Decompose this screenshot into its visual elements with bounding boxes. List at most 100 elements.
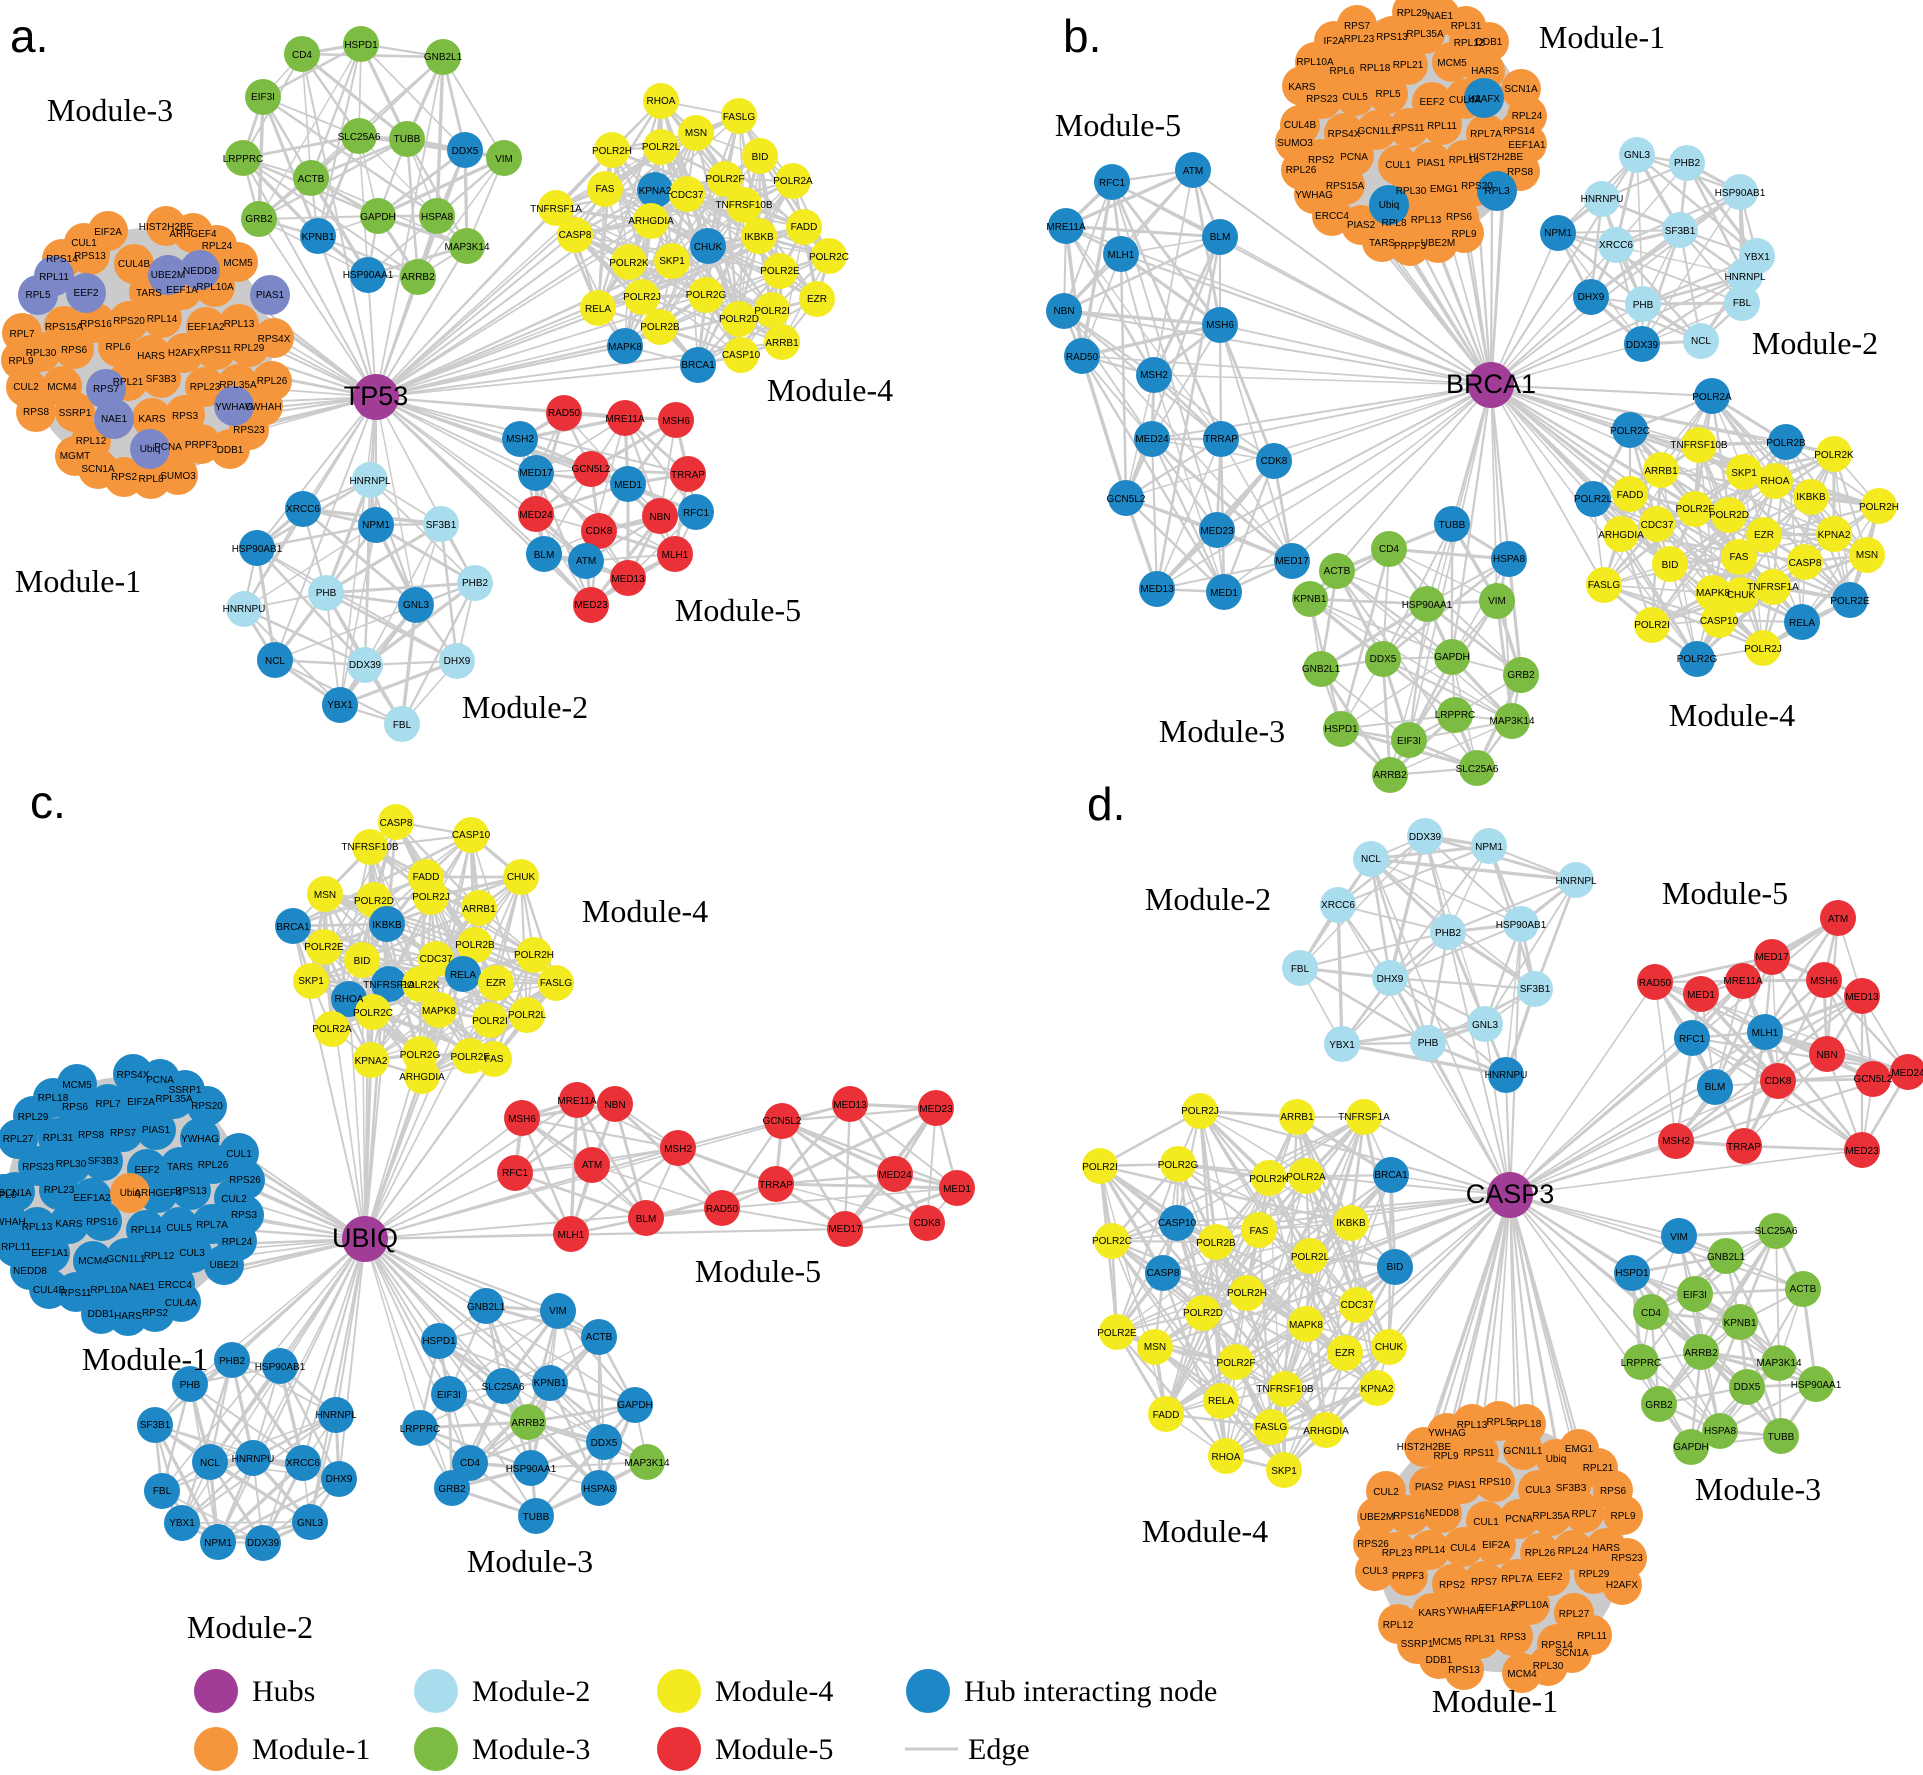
- svg-text:HNRNPL: HNRNPL: [1555, 876, 1597, 887]
- svg-text:POLR2B: POLR2B: [455, 940, 495, 951]
- svg-text:CD4: CD4: [292, 50, 312, 61]
- svg-text:RPL13: RPL13: [1411, 215, 1442, 226]
- svg-text:PCNA: PCNA: [154, 442, 182, 453]
- svg-text:RELA: RELA: [1789, 618, 1815, 629]
- svg-text:HNRNPL: HNRNPL: [349, 476, 391, 487]
- svg-text:MSN: MSN: [1144, 1342, 1166, 1353]
- svg-text:PCNA: PCNA: [146, 1075, 174, 1086]
- svg-text:CASP8: CASP8: [380, 818, 413, 829]
- svg-text:RPS11: RPS11: [1464, 1448, 1495, 1459]
- svg-text:YBX1: YBX1: [327, 700, 353, 711]
- svg-text:CUL4A: CUL4A: [165, 1298, 198, 1309]
- svg-text:Module-3: Module-3: [472, 1733, 590, 1766]
- svg-text:ACTB: ACTB: [298, 174, 325, 185]
- svg-text:KARS: KARS: [55, 1219, 83, 1230]
- svg-text:HIST2H2BE: HIST2H2BE: [139, 222, 194, 233]
- svg-text:Ubiq: Ubiq: [140, 444, 161, 455]
- svg-text:Module-1: Module-1: [1432, 1683, 1558, 1719]
- svg-text:MLH1: MLH1: [662, 550, 689, 561]
- svg-text:PHB2: PHB2: [1674, 158, 1701, 169]
- svg-text:RPL14: RPL14: [1449, 155, 1480, 166]
- svg-text:b.: b.: [1063, 10, 1101, 62]
- svg-text:POLR2I: POLR2I: [1082, 1162, 1118, 1173]
- svg-text:SF3B1: SF3B1: [426, 520, 457, 531]
- svg-text:POLR2I: POLR2I: [754, 306, 790, 317]
- svg-text:RPL26: RPL26: [257, 376, 288, 387]
- svg-text:RFC1: RFC1: [1099, 178, 1126, 189]
- svg-text:YWHAG: YWHAG: [1428, 1428, 1466, 1439]
- svg-text:RPL26: RPL26: [1286, 165, 1317, 176]
- svg-text:Hubs: Hubs: [252, 1675, 315, 1708]
- svg-text:MED24: MED24: [878, 1170, 912, 1181]
- svg-text:MAP3K14: MAP3K14: [1756, 1358, 1801, 1369]
- svg-text:RPL18: RPL18: [1360, 63, 1391, 74]
- svg-text:FADD: FADD: [791, 222, 818, 233]
- svg-text:NBN: NBN: [604, 1100, 625, 1111]
- svg-text:SCN1A: SCN1A: [81, 464, 115, 475]
- svg-text:H2AFX: H2AFX: [1606, 1580, 1639, 1591]
- svg-text:SSRP1: SSRP1: [169, 1085, 202, 1096]
- svg-text:DDX39: DDX39: [1626, 340, 1659, 351]
- svg-text:RPL6: RPL6: [0, 1190, 17, 1201]
- svg-text:XRCC6: XRCC6: [286, 504, 320, 515]
- svg-text:HSPA8: HSPA8: [1493, 554, 1525, 565]
- svg-text:RPS13: RPS13: [175, 1186, 207, 1197]
- svg-text:POLR2A: POLR2A: [1692, 392, 1732, 403]
- svg-text:POLR2L: POLR2L: [1291, 1252, 1330, 1263]
- svg-text:RPS2: RPS2: [1308, 155, 1335, 166]
- svg-text:HSPD1: HSPD1: [422, 1336, 456, 1347]
- svg-text:Module-4: Module-4: [767, 372, 893, 408]
- svg-text:d.: d.: [1087, 778, 1125, 830]
- svg-text:MED1: MED1: [1210, 588, 1238, 599]
- svg-text:CUL2: CUL2: [221, 1194, 247, 1205]
- svg-text:KPNA2: KPNA2: [1361, 1384, 1394, 1395]
- svg-text:TNFRSF10B: TNFRSF10B: [1256, 1384, 1314, 1395]
- svg-text:RPL21: RPL21: [1583, 1463, 1614, 1474]
- svg-text:EEF2: EEF2: [73, 288, 98, 299]
- svg-text:CDC37: CDC37: [671, 190, 704, 201]
- svg-text:RPS4X: RPS4X: [1328, 129, 1361, 140]
- svg-text:ARHGDIA: ARHGDIA: [628, 216, 674, 227]
- svg-text:GAPDH: GAPDH: [617, 1400, 653, 1411]
- svg-text:a.: a.: [10, 10, 48, 62]
- svg-text:POLR2L: POLR2L: [508, 1010, 547, 1021]
- svg-text:CUL1: CUL1: [1385, 160, 1411, 171]
- svg-text:FASLG: FASLG: [723, 112, 755, 123]
- svg-text:RPS14: RPS14: [46, 254, 78, 265]
- svg-text:RPL11: RPL11: [39, 272, 69, 283]
- svg-text:RPL23: RPL23: [44, 1185, 75, 1196]
- svg-text:YWHAG: YWHAG: [1295, 190, 1333, 201]
- svg-text:SCN1A: SCN1A: [0, 1188, 32, 1199]
- svg-text:YWHAG: YWHAG: [181, 1134, 219, 1145]
- svg-text:NBN: NBN: [649, 512, 670, 523]
- svg-text:c.: c.: [30, 776, 66, 828]
- svg-text:NPM1: NPM1: [362, 520, 390, 531]
- svg-text:CUL4B: CUL4B: [33, 1285, 66, 1296]
- svg-text:RPS8: RPS8: [23, 407, 50, 418]
- svg-text:MLH1: MLH1: [558, 1230, 585, 1241]
- svg-text:RPS8: RPS8: [1507, 167, 1534, 178]
- svg-text:CDK8: CDK8: [1765, 1076, 1792, 1087]
- svg-text:RPL3: RPL3: [1484, 186, 1509, 197]
- svg-text:VIM: VIM: [1670, 1232, 1688, 1243]
- svg-text:RPL18: RPL18: [38, 1093, 69, 1104]
- svg-text:TARS: TARS: [1369, 238, 1395, 249]
- svg-text:ARRB2: ARRB2: [1684, 1348, 1718, 1359]
- svg-text:RPL10A: RPL10A: [196, 282, 234, 293]
- svg-text:MSN: MSN: [1856, 550, 1878, 561]
- svg-text:GRB2: GRB2: [438, 1484, 466, 1495]
- svg-text:KPNB1: KPNB1: [534, 1378, 567, 1389]
- svg-text:POLR2K: POLR2K: [1814, 450, 1854, 461]
- svg-text:RPS2: RPS2: [142, 1308, 169, 1319]
- svg-text:YWHAH: YWHAH: [1446, 1606, 1483, 1617]
- svg-text:LRPPRC: LRPPRC: [223, 154, 264, 165]
- svg-text:FASLG: FASLG: [1588, 580, 1620, 591]
- svg-text:CASP10: CASP10: [452, 830, 491, 841]
- svg-text:POLR2H: POLR2H: [514, 950, 554, 961]
- svg-text:SLC25A6: SLC25A6: [482, 1382, 525, 1393]
- svg-text:BID: BID: [1662, 560, 1679, 571]
- svg-text:RPL11: RPL11: [1577, 1631, 1607, 1642]
- svg-text:NEDD8: NEDD8: [1425, 1508, 1459, 1519]
- svg-text:TNFRSF10B: TNFRSF10B: [715, 200, 773, 211]
- svg-text:BRCA1: BRCA1: [1374, 1170, 1408, 1181]
